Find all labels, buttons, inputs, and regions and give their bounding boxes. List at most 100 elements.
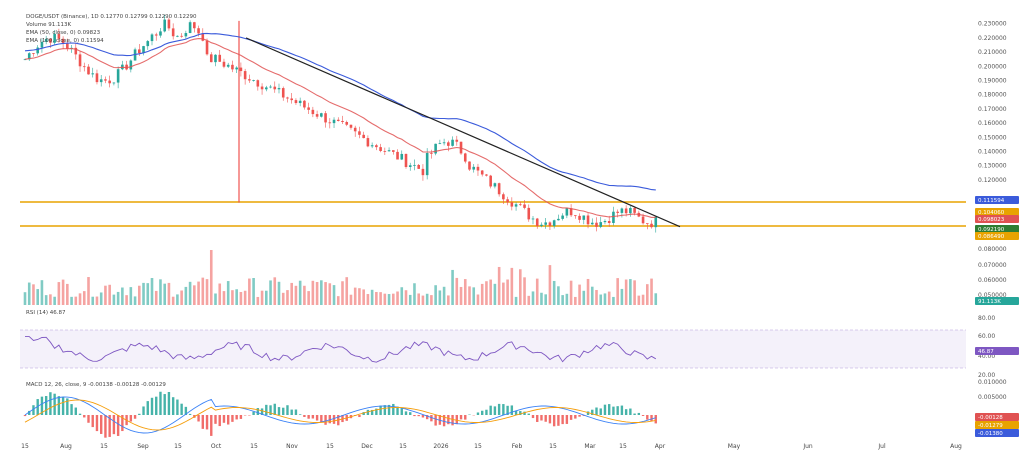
volume-bar [70, 296, 73, 305]
candle-body [209, 54, 213, 63]
volume-bar [176, 294, 179, 305]
macd-histogram-bar [277, 407, 281, 415]
volume-bar [476, 294, 480, 305]
volume-bar [252, 278, 255, 305]
volume-bar [260, 290, 264, 305]
volume-bar [256, 296, 260, 305]
volume-bar [231, 290, 234, 305]
candle-body [53, 33, 56, 43]
candle-body [74, 47, 78, 55]
rsi-line [25, 336, 657, 363]
volume-bar [315, 281, 319, 305]
macd-histogram-bar [400, 408, 403, 415]
candle-body [438, 143, 442, 145]
volume-bar [184, 286, 188, 305]
macd-histogram-bar [650, 415, 653, 422]
candle-body [362, 134, 365, 139]
volume-bar [552, 280, 556, 305]
candle-body [624, 208, 628, 214]
candle-body [404, 153, 408, 167]
candle-body [303, 100, 306, 108]
macd-histogram-bar [210, 415, 213, 436]
macd-histogram-bar [28, 410, 31, 415]
candle-body [328, 122, 332, 124]
macd-histogram-bar [23, 415, 27, 417]
macd-histogram-bar [519, 411, 522, 415]
y-tick-label: 0.080000 [978, 246, 1007, 253]
macd-histogram-bar [290, 409, 293, 415]
candle-body [87, 66, 90, 75]
candle-body [142, 46, 145, 54]
candle-body [544, 222, 547, 225]
macd-histogram-bar [214, 415, 217, 424]
macd-histogram-bar [44, 396, 48, 415]
candle-body [307, 107, 310, 110]
candle-body [413, 164, 416, 166]
volume-bar [404, 290, 408, 305]
candle-body [290, 98, 293, 101]
macd-histogram-bar [324, 415, 327, 425]
macd-histogram-bar [455, 415, 458, 425]
macd-histogram-bar [53, 393, 56, 415]
volume-bar [277, 281, 281, 305]
volume-bar [489, 279, 492, 305]
volume-bar [510, 267, 514, 305]
candle-body [650, 223, 653, 228]
price-tag-label: 0.098023 [978, 217, 1005, 223]
macd-histogram-bar [83, 415, 86, 418]
volume-bar [311, 280, 315, 305]
volume-bar [430, 295, 433, 305]
volume-bar [425, 293, 429, 305]
macd-histogram-bar [417, 415, 420, 417]
macd-histogram-bar [370, 409, 374, 415]
candle-body [243, 71, 247, 80]
macd-histogram-bar [112, 415, 116, 435]
macd-histogram-bar [620, 405, 624, 415]
macd-histogram-bar [222, 415, 226, 423]
x-tick-label: 15 [399, 443, 407, 450]
volume-bar [629, 279, 632, 305]
rsi-tag-label: 46.87 [978, 349, 994, 355]
rsi-axis-label: 40.00 [978, 353, 995, 360]
candle-body [95, 73, 99, 83]
volume-bar [108, 284, 111, 305]
macd-histogram-bar [201, 415, 204, 429]
macd-histogram-bar [510, 405, 514, 415]
volume-bar [324, 282, 327, 305]
volume-bar [590, 286, 594, 305]
volume-bar [294, 285, 298, 305]
macd-histogram-bar [548, 415, 552, 424]
volume-bar [49, 294, 52, 305]
candle-body [36, 47, 39, 54]
macd-histogram-bar [574, 415, 577, 419]
macd-histogram-bar [383, 405, 387, 415]
macd-histogram-bar [595, 407, 598, 415]
candle-body [468, 161, 471, 170]
volume-bar [95, 296, 99, 305]
volume-bar [116, 291, 120, 305]
candle-body [654, 216, 658, 228]
volume-bar [286, 290, 289, 305]
candle-body [231, 64, 234, 70]
volume-bar [138, 285, 141, 305]
price-tag [975, 225, 1019, 233]
volume-bar [226, 281, 230, 305]
macd-histogram-bar [485, 409, 488, 415]
macd-histogram-bar [396, 406, 399, 415]
volume-bar [480, 283, 484, 305]
candle-body [561, 215, 564, 219]
price-tag [975, 215, 1019, 223]
volume-bar [557, 286, 560, 305]
volume-bar [273, 277, 277, 305]
macd-histogram-bar [57, 396, 61, 415]
macd-histogram-bar [315, 415, 319, 421]
price-tag [975, 208, 1019, 216]
candle-body [417, 164, 420, 169]
macd-histogram-bar [269, 405, 272, 415]
candle-body [129, 60, 133, 70]
macd-histogram-bar [311, 415, 315, 419]
volume-bar [506, 279, 509, 305]
candle-body [582, 215, 586, 220]
